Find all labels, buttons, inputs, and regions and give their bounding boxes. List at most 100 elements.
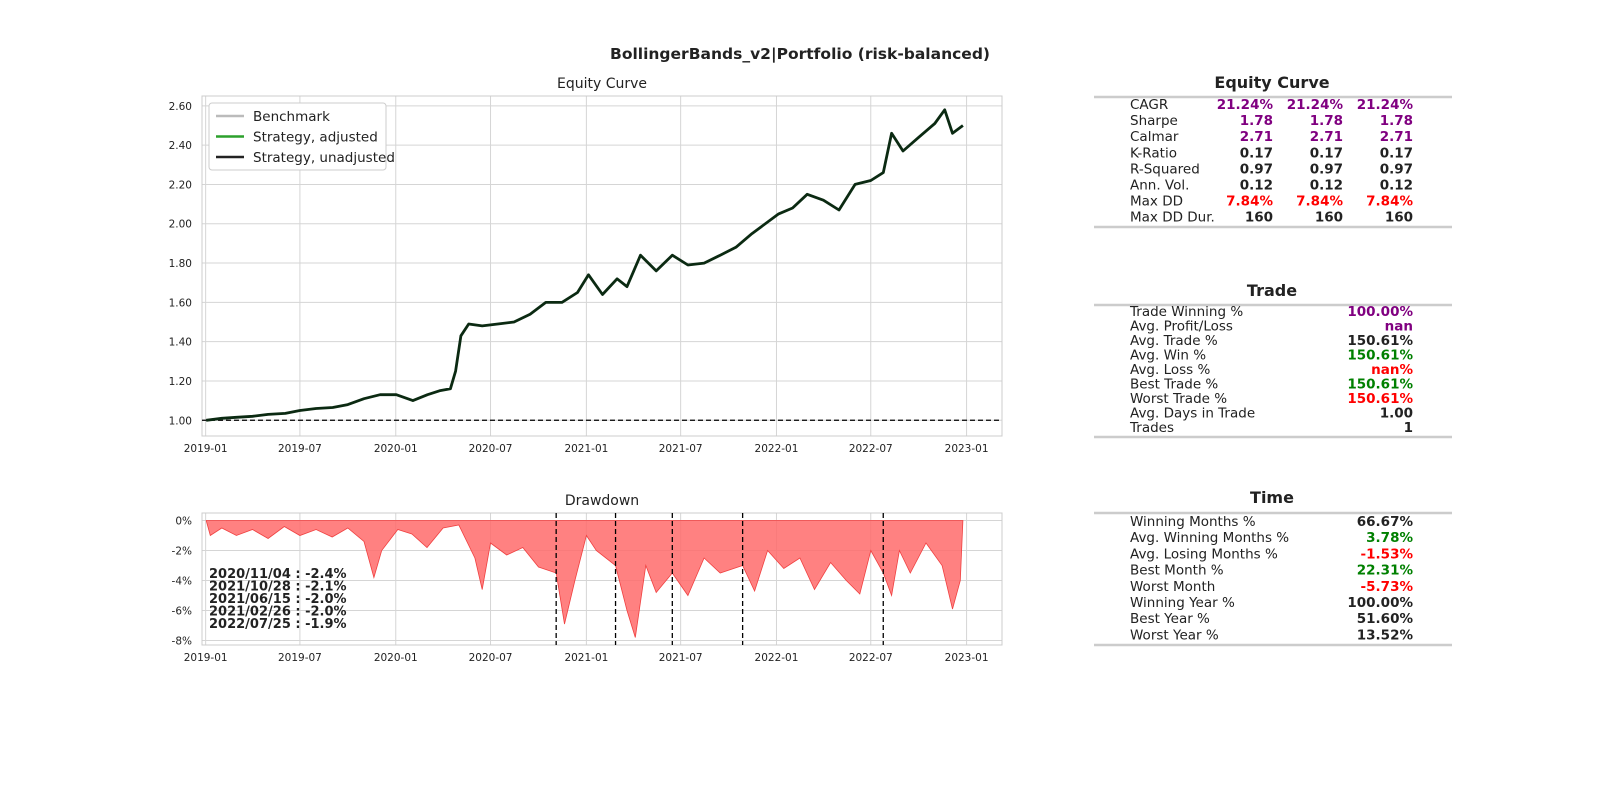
stat-value: 100.00%	[1347, 595, 1413, 611]
y-tick-label: 2.40	[169, 140, 192, 152]
stat-value: 150.61%	[1347, 377, 1413, 393]
x-tick-label: 2023-01	[945, 443, 989, 455]
stat-value: 7.84%	[1296, 194, 1343, 210]
y-tick-label: 2.00	[169, 219, 192, 231]
drawdown-annotation: 2021/10/28 : -2.1%	[209, 580, 347, 595]
stat-value: 1	[1404, 420, 1413, 436]
stat-value: 1.78	[1240, 113, 1273, 129]
x-tick-label: 2020-07	[469, 443, 513, 455]
drawdown-annotation: 2022/07/25 : -1.9%	[209, 617, 347, 632]
stat-value: 2.71	[1380, 129, 1413, 145]
stats-table-0: Equity Curve CAGR 21.24% 21.24% 21.24% Sharpe…	[1094, 73, 1452, 229]
x-tick-label: 2020-07	[469, 652, 513, 664]
equity-series-line	[206, 108, 964, 422]
stat-value: 150.61%	[1347, 348, 1413, 364]
stat-label: Winning Months %	[1130, 514, 1256, 530]
stat-label: Worst Month	[1130, 579, 1215, 595]
stat-label: Trade Winning %	[1129, 304, 1243, 320]
y-tick-label: -2%	[172, 546, 192, 558]
stat-value: 1.78	[1380, 113, 1413, 129]
stat-label: Avg. Profit/Loss	[1130, 319, 1233, 335]
stat-value: 100.00%	[1347, 304, 1413, 320]
stat-label: Avg. Losing Months %	[1130, 546, 1278, 562]
stat-value: 21.24%	[1357, 97, 1414, 113]
stat-label: Avg. Days in Trade	[1130, 406, 1255, 422]
stat-value: 13.52%	[1357, 627, 1414, 643]
y-tick-label: 1.20	[169, 376, 192, 388]
stat-label: Trades	[1129, 420, 1174, 436]
x-tick-label: 2019-01	[184, 652, 228, 664]
stat-value: 3.78%	[1366, 530, 1413, 546]
table-title: Time	[1250, 488, 1294, 507]
stat-value: 160	[1315, 210, 1343, 226]
stat-value: nan%	[1371, 362, 1413, 378]
x-tick-label: 2023-01	[945, 652, 989, 664]
stat-value: 0.12	[1380, 178, 1413, 194]
stat-label: Calmar	[1130, 129, 1179, 145]
stat-label: K-Ratio	[1130, 145, 1177, 161]
y-tick-label: -6%	[172, 606, 192, 618]
x-tick-label: 2020-01	[374, 443, 418, 455]
stat-value: 0.17	[1240, 145, 1273, 161]
stat-value: 1.00	[1380, 406, 1413, 422]
stat-value: 0.12	[1310, 178, 1343, 194]
stat-value: 150.61%	[1347, 391, 1413, 407]
stat-value: 160	[1385, 210, 1413, 226]
legend-frame	[208, 102, 387, 171]
chart-title: Equity Curve	[557, 76, 647, 92]
x-tick-label: 2022-01	[755, 443, 799, 455]
stat-value: 22.31%	[1357, 563, 1414, 579]
stat-label: R-Squared	[1130, 161, 1200, 177]
plot-frame	[201, 512, 1003, 646]
y-tick-label: -8%	[172, 636, 192, 648]
stat-value: 0.17	[1310, 145, 1343, 161]
stat-value: 0.17	[1380, 145, 1413, 161]
x-tick-label: 2022-07	[849, 443, 893, 455]
stat-label: Best Month %	[1130, 563, 1224, 579]
stat-label: Worst Trade %	[1130, 391, 1227, 407]
stat-value: 21.24%	[1217, 97, 1274, 113]
x-tick-label: 2021-01	[564, 443, 608, 455]
stat-value: -5.73%	[1361, 579, 1414, 595]
stat-value: 7.84%	[1226, 194, 1273, 210]
stat-value: 51.60%	[1357, 611, 1414, 627]
stats-table-2: Time Winning Months % 66.67% Avg. Winning M…	[1094, 488, 1452, 647]
x-tick-label: 2022-07	[849, 652, 893, 664]
stat-value: 160	[1245, 210, 1273, 226]
stat-label: Winning Year %	[1130, 595, 1235, 611]
stat-value: -1.53%	[1361, 546, 1414, 562]
stat-value: 0.97	[1240, 161, 1273, 177]
x-tick-label: 2021-01	[564, 652, 608, 664]
drawdown-annotation: 2021/06/15 : -2.0%	[209, 592, 347, 607]
stat-value: 7.84%	[1366, 194, 1413, 210]
stat-value: 1.78	[1310, 113, 1343, 129]
stat-label: Max DD	[1130, 194, 1183, 210]
x-tick-label: 2020-01	[374, 652, 418, 664]
stat-label: Avg. Winning Months %	[1130, 530, 1289, 546]
stat-value: nan	[1385, 319, 1413, 335]
drawdown-annotation: 2020/11/04 : -2.4%	[209, 567, 347, 582]
stats-tables: Equity Curve CAGR 21.24% 21.24% 21.24% Sharpe…	[1094, 73, 1452, 647]
stat-label: Best Year %	[1130, 611, 1210, 627]
stat-label: Avg. Loss %	[1130, 362, 1210, 378]
y-tick-label: 2.60	[169, 101, 192, 113]
x-tick-label: 2022-01	[755, 652, 799, 664]
stat-value: 150.61%	[1347, 333, 1413, 349]
x-tick-label: 2021-07	[659, 652, 703, 664]
plot-frame	[201, 95, 1003, 437]
drawdown-chart: Drawdown 2019-01 2019-07 2020-01 2020-07 2021…	[172, 493, 1003, 664]
chart-legend: Benchmark Strategy, adjusted Strategy, una…	[208, 102, 395, 171]
x-tick-label: 2021-07	[659, 443, 703, 455]
chart-title: Drawdown	[565, 493, 639, 509]
stat-value: 21.24%	[1287, 97, 1344, 113]
y-tick-label: 2.20	[169, 179, 192, 191]
stat-value: 2.71	[1240, 129, 1273, 145]
stat-value: 66.67%	[1357, 514, 1414, 530]
y-tick-label: 1.40	[169, 337, 192, 349]
stat-value: 0.12	[1240, 178, 1273, 194]
table-title: Equity Curve	[1214, 73, 1329, 92]
y-tick-label: -4%	[172, 576, 192, 588]
stat-label: Ann. Vol.	[1130, 178, 1189, 194]
stat-label: Worst Year %	[1130, 627, 1219, 643]
